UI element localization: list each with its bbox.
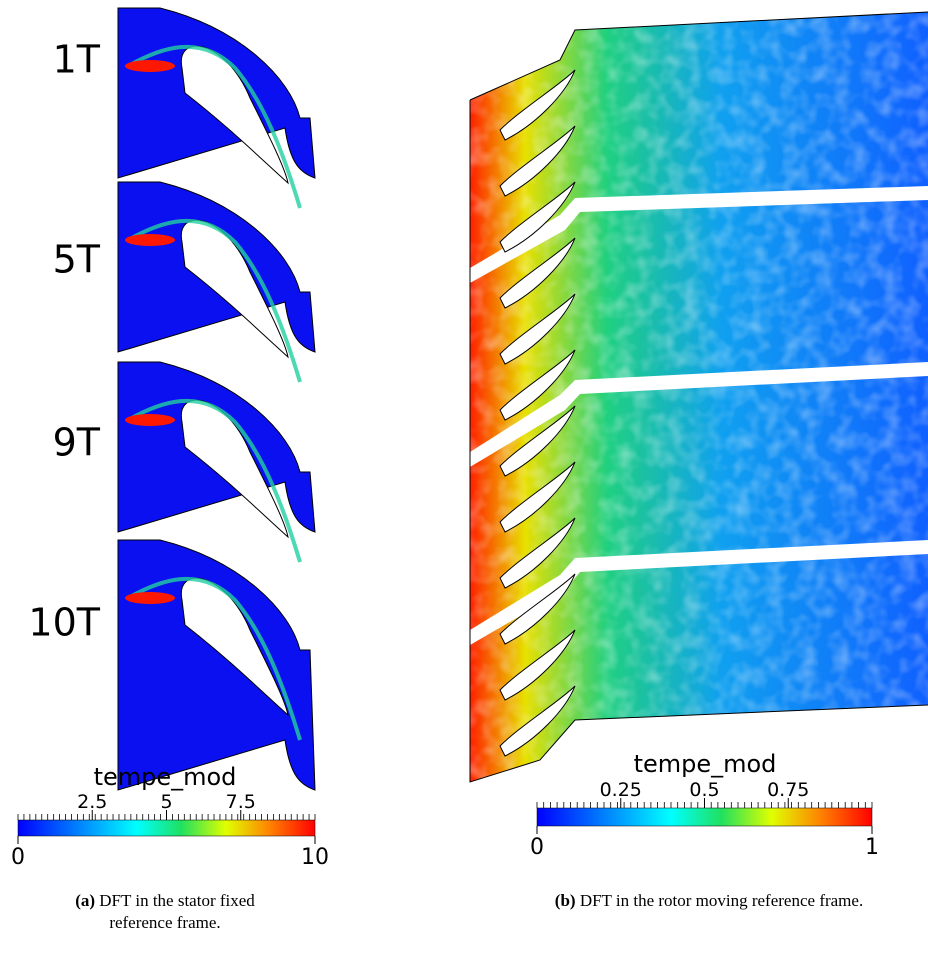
- wake: [127, 44, 302, 209]
- rotor-blade: [499, 573, 576, 645]
- rotor-blade: [499, 405, 576, 477]
- rotor-blade: [499, 685, 576, 757]
- rotor-contours: [470, 12, 928, 782]
- tick-label: 2.5: [77, 791, 107, 813]
- end-label: 0: [11, 845, 25, 870]
- colorbar-title: tempe_mod: [634, 750, 777, 778]
- rotor-blade: [499, 69, 576, 141]
- caption-text: DFT in the stator fixed reference frame.: [99, 891, 255, 932]
- caption-tag: (b): [554, 891, 576, 910]
- wake: [127, 398, 302, 563]
- hot-spot: [125, 234, 175, 246]
- rotor-blade: [499, 461, 576, 533]
- caption-tag: (a): [75, 891, 96, 910]
- row-label: 9T: [53, 421, 101, 465]
- tick-label: 0.5: [689, 779, 719, 801]
- rotor-gaps: [470, 186, 928, 645]
- end-label: 0: [530, 835, 544, 860]
- row-label: 1T: [53, 38, 101, 82]
- rotor-blade: [499, 125, 576, 197]
- tick-label: 5: [160, 791, 172, 813]
- rotor-blade: [499, 517, 576, 589]
- hot-spot: [125, 592, 175, 604]
- row-label: 10T: [28, 601, 100, 645]
- stator-passage: [117, 539, 316, 791]
- tick-label: 0.75: [767, 779, 809, 801]
- colorbar: [17, 819, 316, 837]
- rotor-blade: [499, 293, 576, 365]
- end-label: 10: [301, 845, 329, 870]
- colorbar: [536, 807, 873, 827]
- tick-label: 7.5: [226, 791, 256, 813]
- hot-spot: [125, 60, 175, 72]
- wake: [127, 576, 302, 741]
- end-label: 1: [865, 835, 879, 860]
- row-label: 5T: [53, 238, 101, 282]
- caption-b: (b) DFT in the rotor moving reference fr…: [490, 890, 928, 912]
- rotor-blade: [499, 237, 576, 309]
- hot-spot: [125, 414, 175, 426]
- colorbar-title: tempe_mod: [94, 763, 237, 791]
- caption-a: (a) DFT in the stator fixed reference fr…: [45, 890, 285, 934]
- wake: [127, 218, 302, 383]
- stator-contours: 1T 5T 9T 10T: [28, 7, 316, 791]
- rotor-outline: [469, 11, 928, 783]
- rotor-blade: [499, 629, 576, 701]
- rotor-blade: [499, 181, 576, 253]
- caption-text: DFT in the rotor moving reference frame.: [579, 891, 864, 910]
- rotor-blade: [499, 349, 576, 421]
- tick-label: 0.25: [600, 779, 642, 801]
